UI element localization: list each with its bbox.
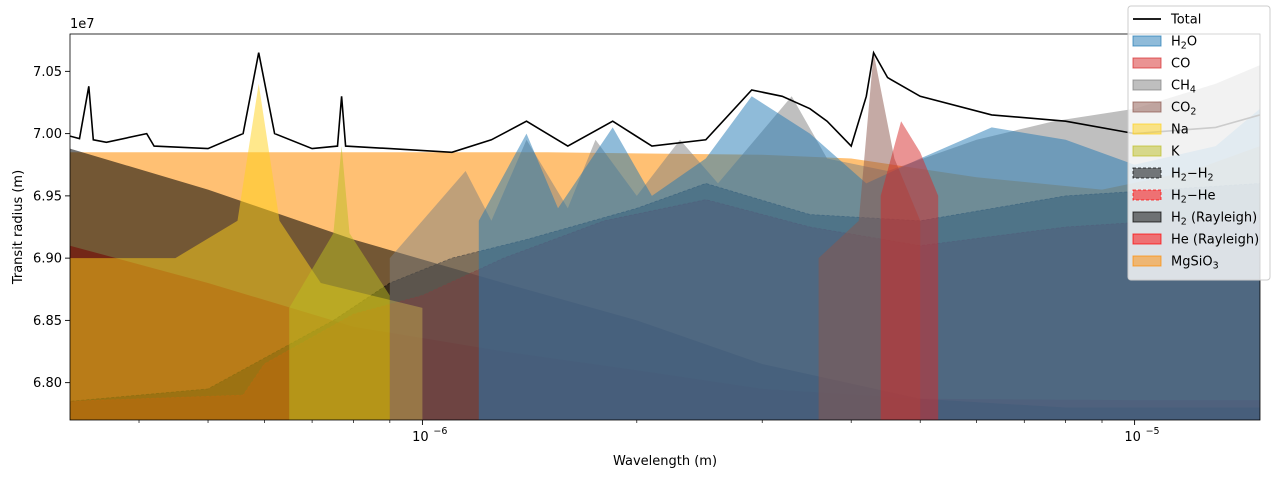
series-co-area (880, 121, 939, 420)
legend-swatch-heray (1132, 233, 1162, 245)
y-tick-label: 6.90 (33, 252, 62, 267)
legend-label-co2: CO2 (1171, 101, 1196, 118)
y-tick-label: 6.80 (33, 376, 62, 391)
legend-swatch-h2he (1132, 189, 1162, 201)
legend: Total H2O CO CH4 CO2 Na K H2−H2 H2−He H2 (Rayleig… (1127, 5, 1271, 281)
legend-label-total: Total (1170, 13, 1201, 28)
x-tick-label-exponent: −5 (1146, 426, 1160, 437)
legend-label-k: K (1171, 145, 1180, 160)
series-k-area (289, 146, 390, 420)
y-axis-ticks: 6.80 6.85 6.90 6.95 7.00 7.05 (33, 65, 70, 391)
legend-swatch-h2o (1132, 35, 1162, 47)
y-offset-label: 1e7 (70, 17, 95, 32)
legend-swatch-ch4 (1132, 79, 1162, 91)
series-total-line (70, 50, 1260, 154)
legend-swatch-co (1132, 57, 1162, 69)
legend-label-h2ray: H2 (Rayleigh) (1171, 211, 1257, 228)
y-axis-label: Transit radius (m) (11, 170, 26, 285)
legend-swatch-na (1132, 123, 1162, 135)
series-layer (70, 50, 1260, 420)
legend-label-h2o: H2O (1171, 35, 1197, 52)
legend-swatch-k (1132, 145, 1162, 157)
y-tick-label: 7.00 (33, 127, 62, 142)
x-tick-label: 10 (1124, 430, 1141, 445)
y-tick-label: 6.95 (33, 189, 62, 204)
legend-label-ch4: CH4 (1171, 79, 1196, 96)
legend-label-h2he: H2−He (1171, 189, 1216, 206)
legend-box (1127, 5, 1271, 281)
legend-swatch-co2 (1132, 101, 1162, 113)
legend-label-co: CO (1171, 57, 1190, 72)
legend-label-heray: He (Rayleigh) (1171, 233, 1259, 248)
x-axis-label: Wavelength (m) (613, 454, 717, 469)
legend-label-na: Na (1171, 123, 1189, 138)
legend-label-h2h2: H2−H2 (1171, 167, 1214, 184)
legend-swatch-mgsio3 (1132, 255, 1162, 267)
y-tick-label: 7.05 (33, 65, 62, 80)
y-tick-label: 6.85 (33, 314, 62, 329)
x-tick-label-exponent: −6 (433, 426, 447, 437)
legend-swatch-h2ray (1132, 211, 1162, 223)
legend-label-mgsio3: MgSiO3 (1171, 255, 1219, 272)
legend-swatch-h2h2 (1132, 167, 1162, 179)
x-axis-ticks: 10 −6 10 −5 (138, 420, 1160, 445)
x-tick-label: 10 (412, 430, 429, 445)
